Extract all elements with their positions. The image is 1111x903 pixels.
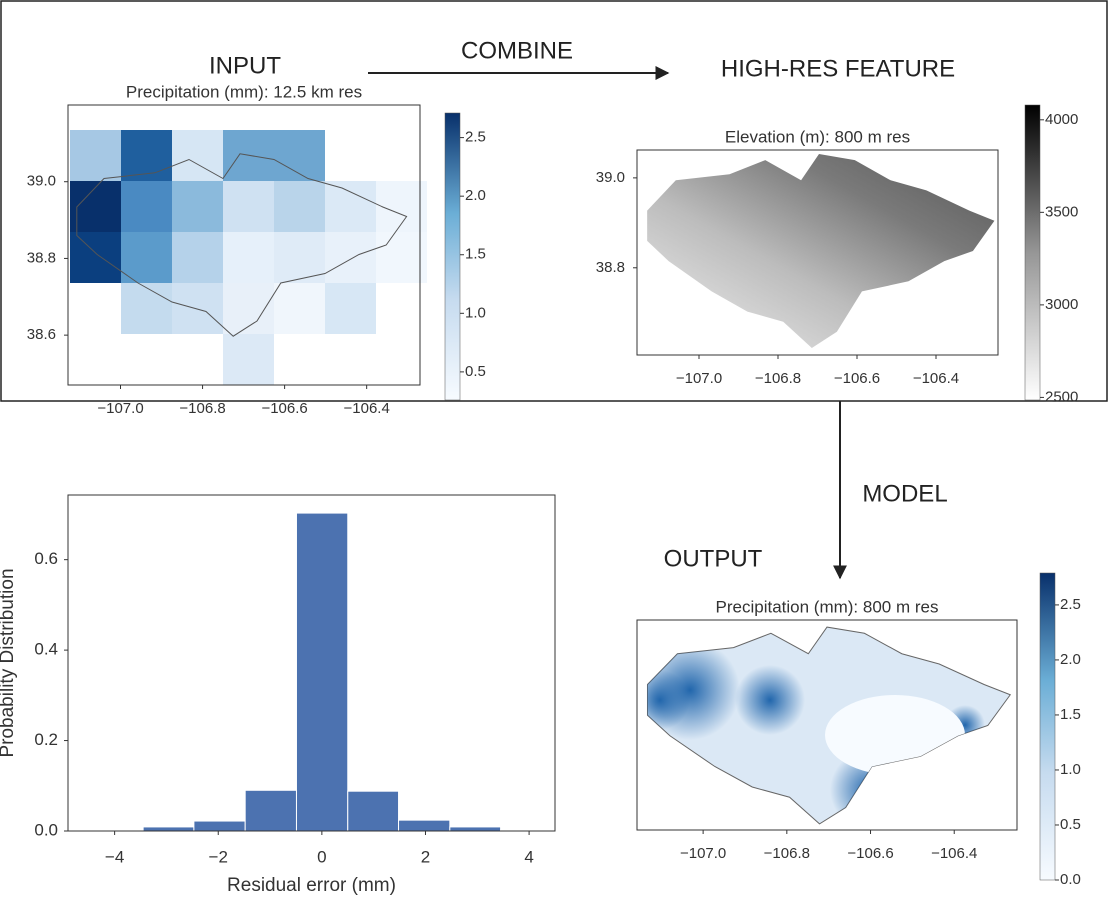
x-tick-label: −4 xyxy=(105,847,124,866)
x-tick-label: −106.8 xyxy=(755,370,801,387)
precip-blob xyxy=(735,665,805,735)
y-tick-label: 38.8 xyxy=(27,249,56,266)
y-axis-label: Probability Distribution xyxy=(0,568,18,757)
x-tick-label: −106.4 xyxy=(913,370,959,387)
map-cell xyxy=(172,232,223,283)
colorbar-tick-label: 2.5 xyxy=(465,129,486,146)
y-tick-label: 0.2 xyxy=(34,730,58,749)
x-tick-label: −106.6 xyxy=(834,370,880,387)
colorbar-tick-label: 1.5 xyxy=(1060,706,1081,723)
colorbar-tick-label: 2500 xyxy=(1045,388,1078,405)
colorbar-tick-label: 0.5 xyxy=(1060,816,1081,833)
histogram-bar xyxy=(245,790,296,831)
map-cell xyxy=(172,283,223,334)
x-tick-label: −106.8 xyxy=(764,845,810,862)
colorbar-tick-label: 2.0 xyxy=(1060,651,1081,668)
histogram-bar xyxy=(296,513,347,831)
colorbar-tick-label: 1.5 xyxy=(465,246,486,263)
x-tick-label: −2 xyxy=(209,847,228,866)
histogram-bar xyxy=(399,820,450,831)
x-tick-label: −106.8 xyxy=(179,400,225,417)
map-title: Precipitation (mm): 12.5 km res xyxy=(126,82,362,101)
x-tick-label: −107.0 xyxy=(680,845,726,862)
map-cell xyxy=(223,181,274,232)
histogram-bar xyxy=(450,827,501,831)
input-label: INPUT xyxy=(209,52,281,79)
colorbar-tick-label: 2.0 xyxy=(465,187,486,204)
figure: INPUT COMBINE HIGH-RES FEATURE MODEL OUT… xyxy=(0,0,1111,903)
map-cell xyxy=(121,232,172,283)
colorbar-tick-label: 1.0 xyxy=(1060,761,1081,778)
x-tick-label: −107.0 xyxy=(676,370,722,387)
x-tick-label: −106.4 xyxy=(931,845,977,862)
x-axis-label: Residual error (mm) xyxy=(227,875,396,896)
x-tick-label: 4 xyxy=(524,847,533,866)
map-cell xyxy=(121,283,172,334)
map-cell xyxy=(274,181,325,232)
output-label: OUTPUT xyxy=(664,545,763,572)
map-cell xyxy=(274,283,325,334)
map-cell xyxy=(70,130,121,181)
high-res-label: HIGH-RES FEATURE xyxy=(721,55,955,82)
precip-blob xyxy=(630,670,690,730)
map-cell xyxy=(376,232,427,283)
y-tick-label: 39.0 xyxy=(596,169,625,186)
map-cell xyxy=(172,181,223,232)
x-tick-label: −106.6 xyxy=(847,845,893,862)
colorbar-tick-label: 3000 xyxy=(1045,296,1078,313)
map-cell xyxy=(223,334,274,385)
model-label: MODEL xyxy=(862,480,947,507)
colorbar-tick-label: 0.5 xyxy=(465,363,486,380)
colorbar xyxy=(1040,573,1055,880)
colorbar-tick-label: 0.0 xyxy=(1060,871,1081,888)
precip-dry xyxy=(825,695,965,775)
map-title: Precipitation (mm): 800 m res xyxy=(716,597,939,616)
colorbar-tick-label: 1.0 xyxy=(465,304,486,321)
map-cell xyxy=(223,232,274,283)
colorbar xyxy=(1025,105,1040,400)
elevation-map xyxy=(647,154,994,348)
histogram-bar xyxy=(143,827,194,831)
y-tick-label: 38.8 xyxy=(596,259,625,276)
y-tick-label: 0.0 xyxy=(34,820,58,839)
x-tick-label: 2 xyxy=(421,847,430,866)
map-title: Elevation (m): 800 m res xyxy=(725,127,910,146)
map-cell xyxy=(70,232,121,283)
colorbar-tick-label: 2.5 xyxy=(1060,596,1081,613)
y-tick-label: 39.0 xyxy=(27,173,56,190)
colorbar-tick-label: 3500 xyxy=(1045,203,1078,220)
histogram-bar xyxy=(348,791,399,831)
colorbar xyxy=(445,113,460,400)
map-cell xyxy=(325,283,376,334)
x-tick-label: −106.6 xyxy=(261,400,307,417)
histogram-bar xyxy=(194,821,245,831)
y-tick-label: 0.4 xyxy=(34,640,58,659)
x-tick-label: −106.4 xyxy=(344,400,390,417)
x-tick-label: −107.0 xyxy=(97,400,143,417)
map-cell xyxy=(121,181,172,232)
map-cell xyxy=(325,232,376,283)
combine-label: COMBINE xyxy=(461,37,573,64)
x-tick-label: 0 xyxy=(317,847,326,866)
y-tick-label: 0.6 xyxy=(34,549,58,568)
map-cell xyxy=(172,130,223,181)
colorbar-tick-label: 4000 xyxy=(1045,111,1078,128)
map-cell xyxy=(325,181,376,232)
y-tick-label: 38.6 xyxy=(27,326,56,343)
